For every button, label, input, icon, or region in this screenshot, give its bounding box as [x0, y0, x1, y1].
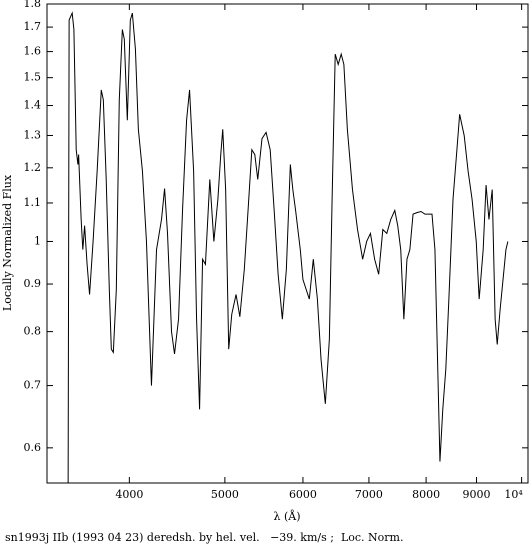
y-tick-label: 0.6 [24, 441, 42, 454]
spectrum-line [67, 11, 509, 484]
caption: sn1993j IIb (1993 04 23) deredsh. by hel… [5, 531, 403, 544]
y-tick-label: 1 [34, 234, 41, 247]
y-tick-label: 1.1 [24, 196, 42, 209]
y-tick-label: 1.6 [24, 45, 42, 58]
x-tick-label: 8000 [412, 488, 440, 501]
y-tick-label: 1.4 [24, 99, 42, 112]
y-tick-label: 1.3 [24, 128, 42, 141]
x-tick-label: 6000 [289, 488, 317, 501]
x-tick-label: 4000 [115, 488, 143, 501]
x-tick-label: 9000 [463, 488, 491, 501]
y-tick-label: 1.5 [24, 71, 42, 84]
y-tick-label: 0.9 [24, 277, 42, 290]
plot-frame [46, 3, 529, 484]
y-tick-label: 1.7 [24, 20, 42, 33]
x-tick-label: 5000 [211, 488, 239, 501]
x-axis-label: λ (Å) [274, 509, 301, 523]
y-tick-label: 0.7 [24, 379, 42, 392]
y-tick-label: 1.8 [24, 0, 42, 10]
x-tick-label: 10⁴ [504, 488, 523, 501]
y-axis-label: Locally Normalized Flux [1, 174, 14, 311]
y-tick-label: 1.2 [24, 161, 42, 174]
y-tick-label: 0.8 [24, 325, 42, 338]
x-tick-label: 7000 [355, 488, 383, 501]
